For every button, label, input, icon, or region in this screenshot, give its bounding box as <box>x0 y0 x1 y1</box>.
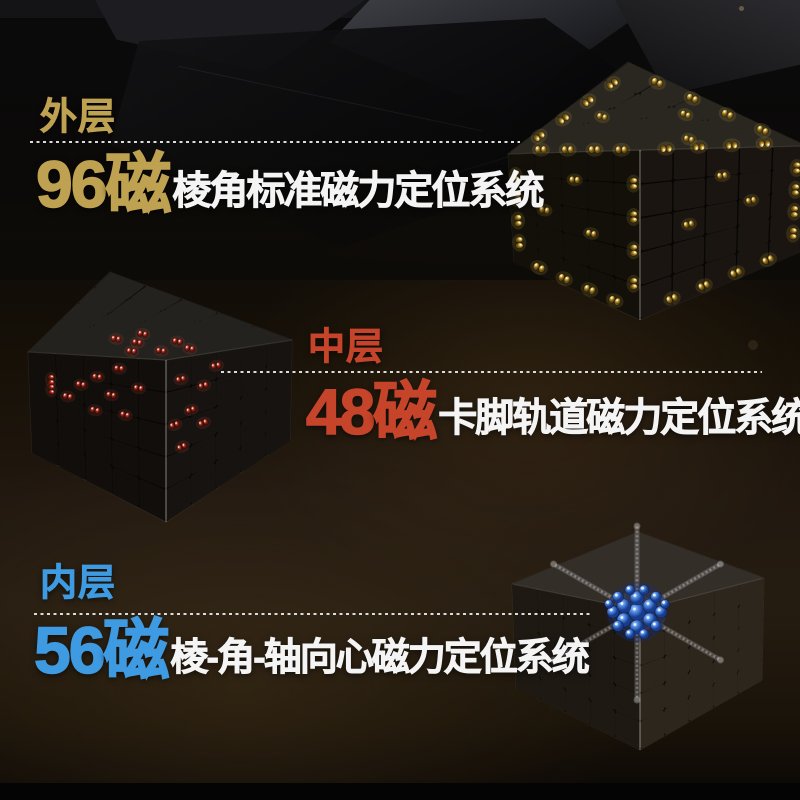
inner-layer-desc: 棱-角-轴向心磁力定位系统 <box>170 637 590 680</box>
middle-magnet-count: 48磁 <box>305 376 438 448</box>
cube <box>511 522 765 751</box>
leader-line-middle <box>221 371 762 373</box>
outer-magnet-count: 96磁 <box>35 147 172 221</box>
leader-line-outer <box>30 141 520 143</box>
outer-layer-title: 外层 <box>40 96 116 137</box>
outer-layer-row: 96磁 棱角标准磁力定位系统 <box>35 147 545 221</box>
outer-layer-desc: 棱角标准磁力定位系统 <box>172 170 545 214</box>
bokeh-dot <box>739 6 744 11</box>
middle-layer-row: 48磁 卡脚轨道磁力定位系统 <box>305 376 800 448</box>
middle-layer-title: 中层 <box>308 326 384 367</box>
cube <box>507 61 800 321</box>
middle-layer-desc: 卡脚轨道磁力定位系统 <box>438 397 800 441</box>
inner-layer-title: 内层 <box>40 562 116 603</box>
cube <box>27 271 293 523</box>
bokeh-dot <box>748 340 758 350</box>
leader-line-inner <box>34 613 592 615</box>
inner-layer-row: 56磁 棱-角-轴向心磁力定位系统 <box>33 613 590 687</box>
inner-magnet-count: 56磁 <box>33 613 170 687</box>
bottom-surface-edge <box>0 783 800 800</box>
